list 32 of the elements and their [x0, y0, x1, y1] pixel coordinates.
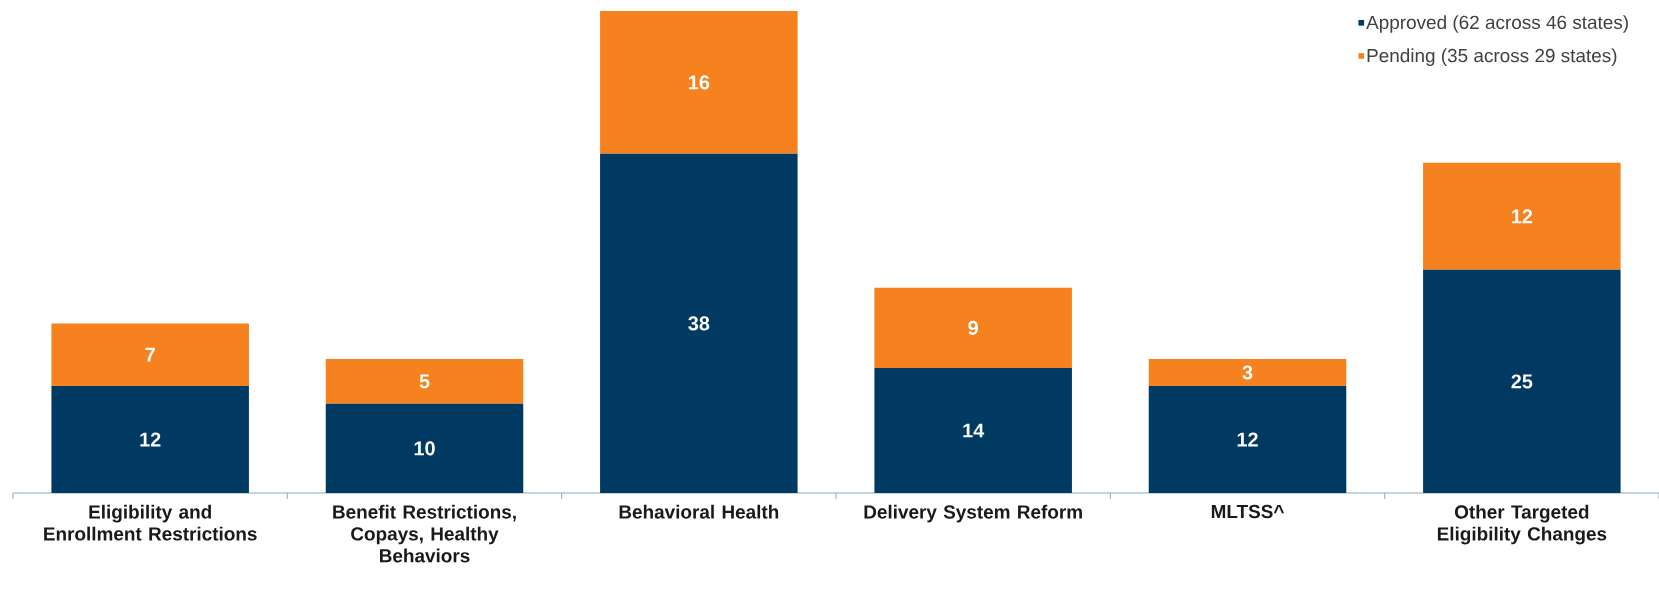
x-tick-label: Other Targeted Eligibility Changes: [1437, 504, 1607, 545]
x-tick-label: MLTSS^: [1211, 504, 1284, 519]
x-tick-label: Benefit Restrictions, Copays, Healthy Behaviors: [333, 504, 516, 563]
x-tick-label: Delivery System Reform: [864, 504, 1082, 523]
data-label: 12: [140, 432, 161, 447]
bar: [874, 287, 1072, 369]
legend-label: Pending (35 across 29 states): [1367, 48, 1617, 67]
legend-label: Approved (62 across 46 states): [1366, 15, 1628, 33]
data-label: 7: [145, 347, 155, 362]
data-label: 12: [1512, 209, 1533, 224]
data-label: 25: [1511, 374, 1533, 389]
data-label: 38: [688, 316, 710, 331]
bar: [325, 359, 524, 404]
bar: [51, 385, 249, 493]
bar: [874, 368, 1072, 493]
data-label: 12: [1237, 432, 1258, 447]
bar: [1423, 269, 1621, 493]
data-label: 9: [968, 320, 978, 335]
bar: [325, 403, 524, 493]
x-tick-label: Behavioral Health: [619, 504, 779, 519]
data-label: 16: [689, 75, 710, 90]
bar: [51, 323, 249, 386]
data-label: 3: [1242, 365, 1253, 380]
bar: [600, 11, 798, 154]
bar: [1423, 162, 1621, 270]
x-tick-label: Eligibility and Enrollment Restrictions: [44, 504, 257, 541]
bar: [1148, 359, 1347, 386]
bar: [600, 153, 798, 493]
data-label: 10: [414, 441, 435, 456]
data-label: 14: [963, 423, 985, 438]
data-label: 5: [419, 374, 430, 389]
bar: [1148, 385, 1347, 493]
